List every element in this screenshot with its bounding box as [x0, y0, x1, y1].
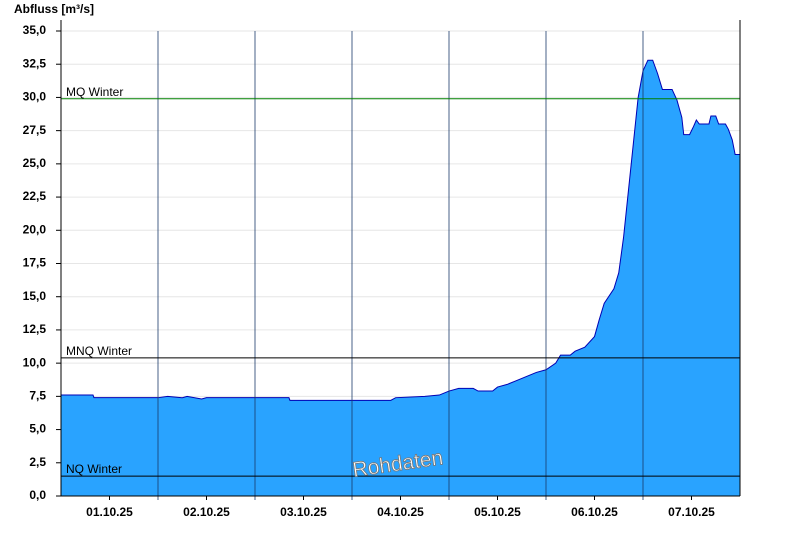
y-tick-label: 27,5 — [23, 123, 47, 137]
y-tick-label: 10,0 — [23, 355, 47, 369]
y-tick-label: 22,5 — [23, 189, 47, 203]
chart-title: Abfluss [m³/s] — [14, 2, 94, 16]
y-tick-label: 7,5 — [29, 389, 46, 403]
y-tick-label: 0,0 — [29, 488, 46, 502]
x-tick-label: 03.10.25 — [280, 505, 327, 519]
y-tick-label: 17,5 — [23, 256, 47, 270]
area-fill — [61, 60, 740, 496]
y-tick-label: 20,0 — [23, 222, 47, 236]
reference-label: MQ Winter — [66, 85, 123, 99]
reference-label: MNQ Winter — [66, 344, 132, 358]
x-tick-label: 07.10.25 — [668, 505, 715, 519]
area-line — [61, 59, 740, 401]
y-tick-label: 32,5 — [23, 56, 47, 70]
x-tick-label: 06.10.25 — [571, 505, 618, 519]
x-tick-label: 02.10.25 — [183, 505, 230, 519]
reference-label: NQ Winter — [66, 462, 122, 476]
y-tick-label: 35,0 — [23, 23, 47, 37]
y-tick-label: 12,5 — [23, 322, 47, 336]
x-tick-label: 01.10.25 — [86, 505, 133, 519]
x-tick-label: 04.10.25 — [377, 505, 424, 519]
y-tick-label: 15,0 — [23, 289, 47, 303]
x-tick-label: 05.10.25 — [474, 505, 521, 519]
y-tick-label: 5,0 — [29, 422, 46, 436]
y-tick-label: 30,0 — [23, 90, 47, 104]
y-tick-label: 2,5 — [29, 455, 46, 469]
y-tick-label: 25,0 — [23, 156, 47, 170]
